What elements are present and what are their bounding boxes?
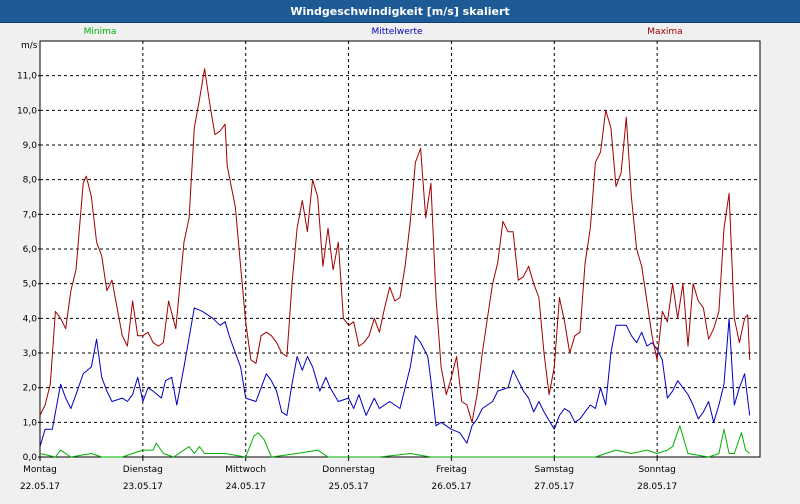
day-name-label: Mittwoch xyxy=(225,465,266,475)
wind-speed-chart: m/s Minima Mittelwerte Maxima 0,0 1,0 2,0 3,0… xyxy=(17,27,761,492)
series-line-minima xyxy=(39,425,751,458)
chart-area: m/s Minima Mittelwerte Maxima 0,0 1,0 2,0 3,0… xyxy=(0,22,800,500)
day-name-label: Donnerstag xyxy=(322,465,375,475)
series-line-maxima xyxy=(39,68,751,423)
day-date-label: 27.05.17 xyxy=(534,482,574,492)
y-tick-label: 6,0 xyxy=(23,245,38,255)
y-tick-label: 0,0 xyxy=(23,453,38,463)
day-name-label: Freitag xyxy=(436,465,467,475)
series-lines xyxy=(39,68,751,458)
y-tick-label: 3,0 xyxy=(23,349,38,359)
y-tick-label: 11,0 xyxy=(17,72,37,82)
y-tick-label: 8,0 xyxy=(23,176,38,186)
window-title: Windgeschwindigkeit [m/s] skaliert xyxy=(0,0,800,23)
y-axis: 0,0 1,0 2,0 3,0 4,0 5,0 6,0 7,0 8,0 9,0 10,0 11,0 xyxy=(17,72,40,463)
day-date-label: 25.05.17 xyxy=(329,482,369,492)
series-line-mittelwerte xyxy=(39,307,751,447)
y-tick-label: 10,0 xyxy=(17,106,37,116)
legend: Minima Mittelwerte Maxima xyxy=(84,27,683,37)
y-axis-unit-label: m/s xyxy=(21,41,38,51)
x-axis: Montag 22.05.17 Dienstag 23.05.17 Mittwoch 24… xyxy=(20,457,677,492)
legend-minima: Minima xyxy=(84,27,117,37)
day-name-label: Dienstag xyxy=(123,465,163,475)
y-tick-label: 9,0 xyxy=(23,141,38,151)
y-tick-label: 1,0 xyxy=(23,418,38,428)
y-tick-label: 2,0 xyxy=(23,384,38,394)
y-tick-label: 5,0 xyxy=(23,280,38,290)
day-name-label: Samstag xyxy=(535,465,574,475)
legend-maxima: Maxima xyxy=(647,27,682,37)
day-name-label: Sonntag xyxy=(638,465,675,475)
day-date-label: 22.05.17 xyxy=(20,482,60,492)
day-date-label: 23.05.17 xyxy=(123,482,163,492)
grid xyxy=(40,41,760,457)
day-date-label: 24.05.17 xyxy=(226,482,266,492)
day-date-label: 26.05.17 xyxy=(431,482,471,492)
legend-mittelwerte: Mittelwerte xyxy=(371,27,422,37)
y-tick-label: 7,0 xyxy=(23,210,38,220)
day-date-label: 28.05.17 xyxy=(637,482,677,492)
day-name-label: Montag xyxy=(23,465,57,475)
y-tick-label: 4,0 xyxy=(23,314,38,324)
